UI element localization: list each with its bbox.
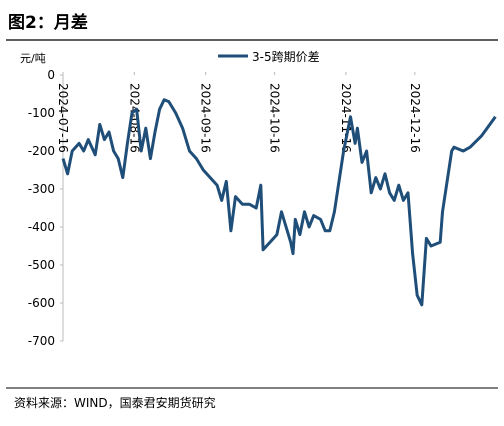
x-tick-label: 2024-12-16: [408, 83, 422, 153]
y-tick-label: -300: [28, 182, 55, 196]
x-tick-label: 2024-07-16: [56, 83, 70, 153]
legend-label: 3-5跨期价差: [252, 50, 320, 64]
x-tick-label: 2024-11-16: [339, 83, 353, 153]
y-axis-label: 元/吨: [20, 52, 46, 65]
y-tick-label: -500: [28, 258, 55, 272]
y-tick-label: -700: [28, 334, 55, 348]
source: 资料来源：WIND，国泰君安期货研究: [14, 395, 216, 410]
x-tick-label: 2024-09-16: [199, 83, 213, 153]
x-tick-label: 2024-08-16: [127, 83, 141, 153]
chart-title: 图2：月差: [8, 12, 88, 33]
y-tick-label: -200: [28, 144, 55, 158]
y-tick-label: -400: [28, 220, 55, 234]
y-tick-label: -100: [28, 106, 55, 120]
x-tick-label: 2024-10-16: [268, 83, 282, 153]
y-tick-label: -600: [28, 296, 55, 310]
y-tick-label: 0: [47, 68, 55, 82]
series-line: [61, 98, 497, 307]
